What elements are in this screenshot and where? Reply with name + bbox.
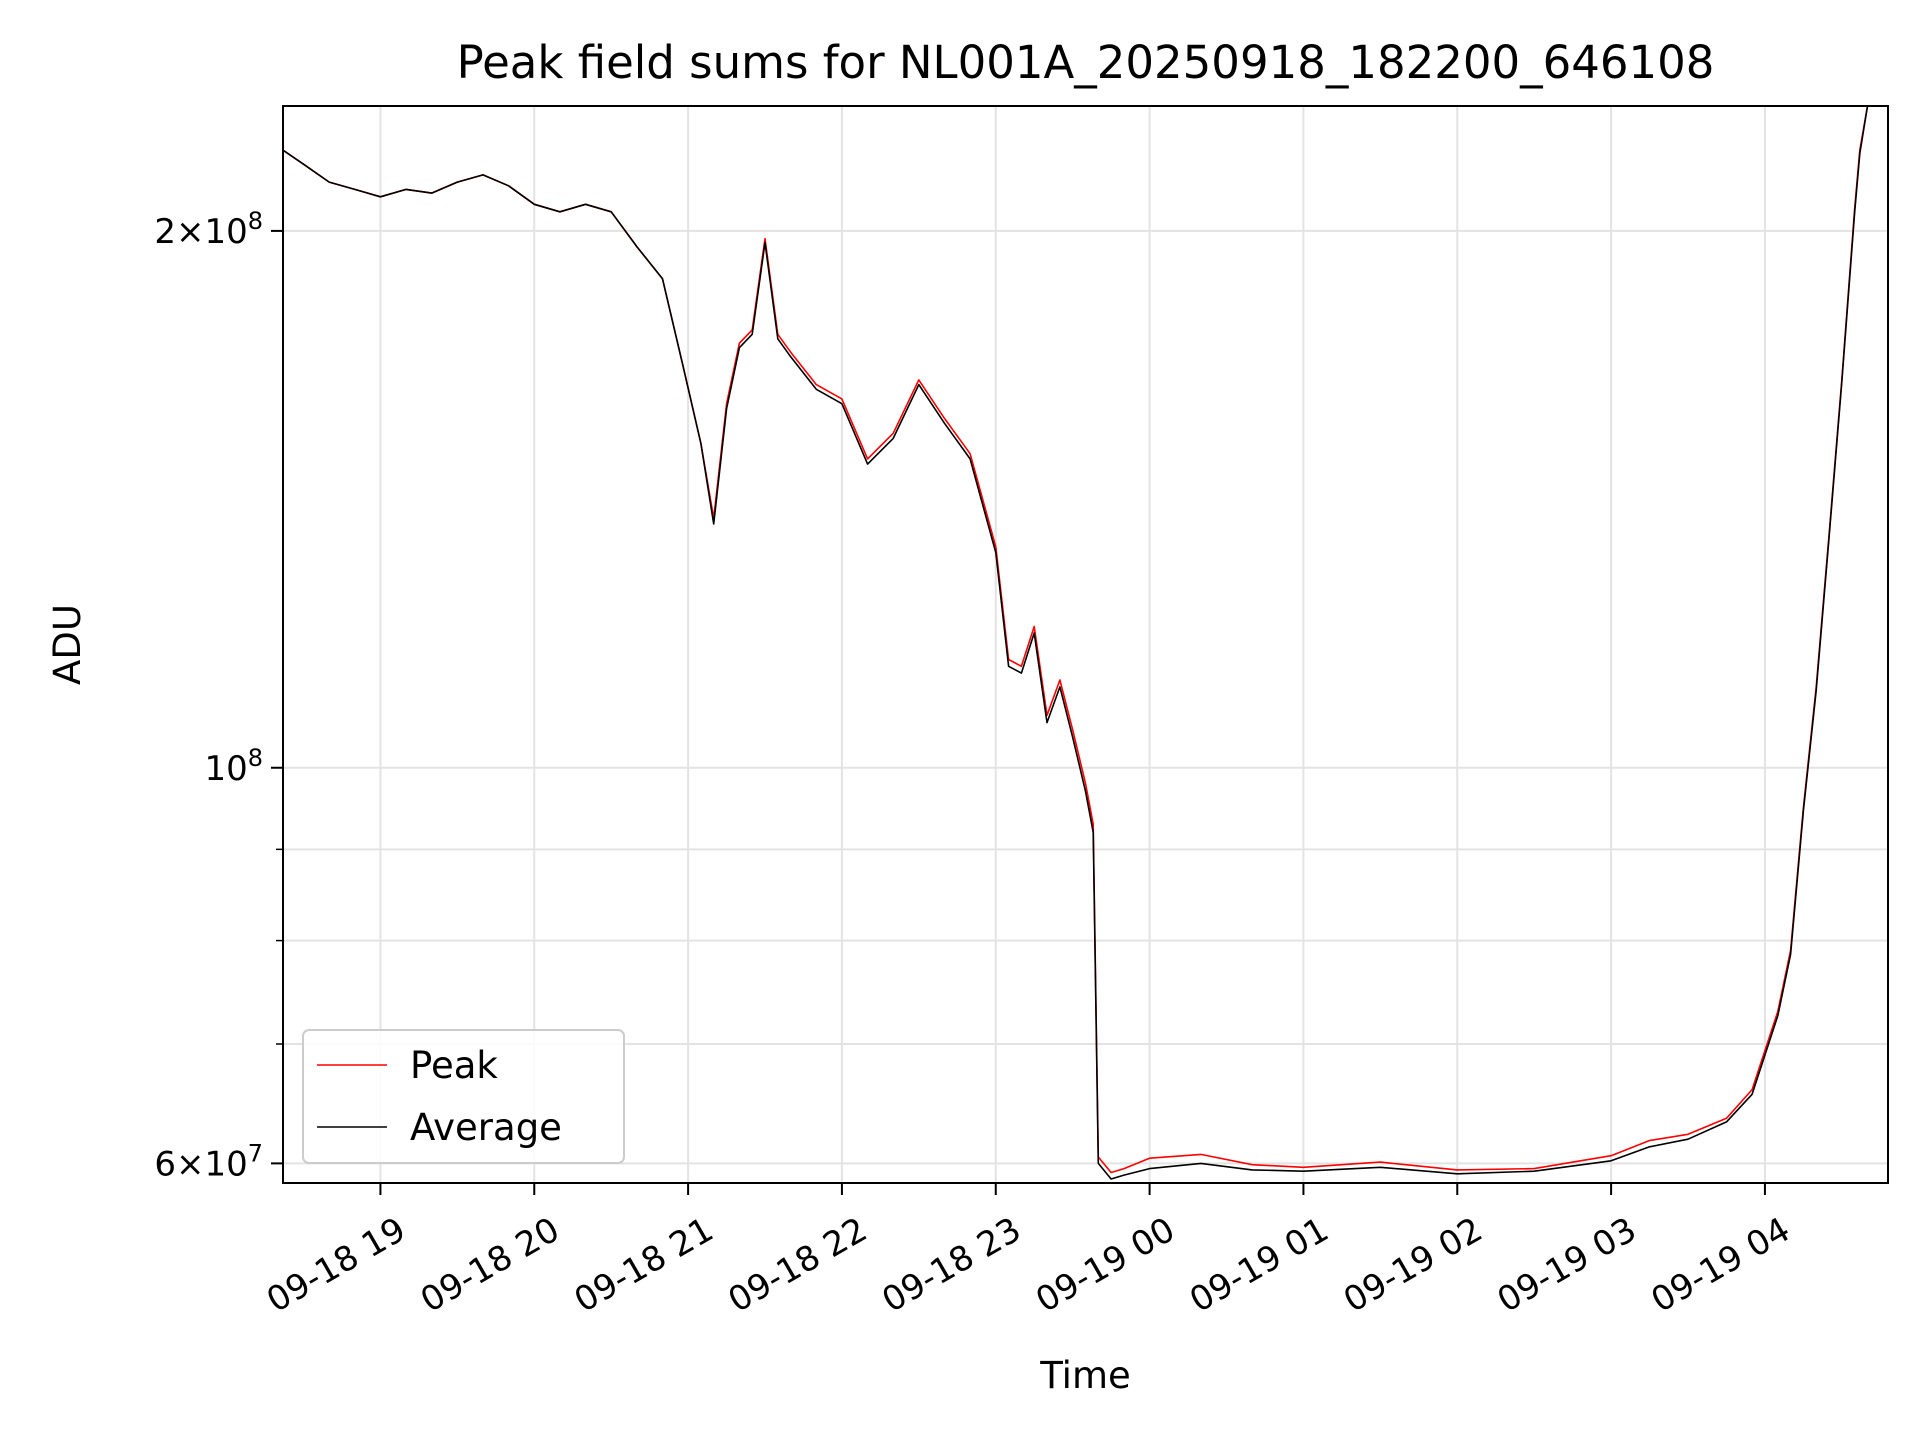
y-tick-base: 10 (204, 1144, 247, 1184)
plot-frame (282, 105, 1889, 1184)
legend-label-average: Average (410, 1106, 562, 1149)
series-line-average (283, 106, 1869, 1180)
y-tick-label: 6×107 (154, 1139, 263, 1184)
y-tick-exponent: 8 (248, 744, 263, 772)
y-tick-label: 108 (204, 744, 263, 789)
y-tick-base: 10 (204, 212, 247, 252)
y-axis-label: ADU (46, 604, 89, 685)
legend-label-peak: Peak (410, 1044, 498, 1087)
y-tick-times: × (176, 212, 205, 252)
legend-box (302, 1029, 625, 1164)
y-tick-exponent: 7 (248, 1139, 263, 1167)
y-tick-mantissa: 6 (154, 1144, 176, 1184)
y-tick-mantissa: 2 (154, 212, 176, 252)
y-tick-exponent: 8 (248, 207, 263, 235)
y-tick-times: × (176, 1144, 205, 1184)
y-tick-label: 2×108 (154, 207, 263, 252)
chart-title: Peak field sums for NL001A_20250918_1822… (457, 36, 1715, 89)
legend: Peak Average (302, 1029, 625, 1164)
x-axis-label: Time (1039, 1354, 1131, 1397)
series-layer (283, 106, 1869, 1180)
y-tick-base: 10 (204, 749, 247, 789)
